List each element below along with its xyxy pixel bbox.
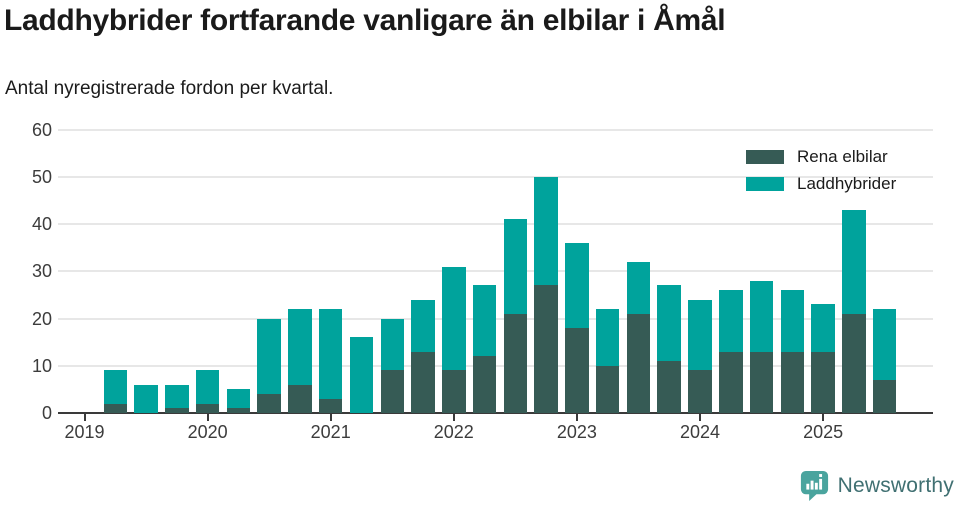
x-tick-mark [206, 414, 209, 421]
bar-segment-rena-elbilar [103, 403, 128, 413]
brand-footer: Newsworthy [798, 469, 954, 502]
bar-segment-rena-elbilar [503, 313, 528, 413]
gridline-y-30 [58, 270, 933, 273]
x-axis-line [58, 412, 933, 414]
bar-segment-laddhybrider [134, 384, 158, 413]
x-tick-label: 2022 [433, 422, 474, 442]
gridline-y-50 [58, 175, 933, 178]
legend-swatch-rena-elbilar [746, 149, 784, 164]
bar-segment-laddhybrider [719, 290, 743, 352]
bar-segment-rena-elbilar [719, 351, 743, 413]
bar-segment-laddhybrider [103, 370, 128, 404]
bar-segment-laddhybrider [442, 266, 466, 371]
x-tick-label: 2023 [556, 422, 597, 442]
brand-name: Newsworthy [837, 473, 954, 497]
x-tick-mark [329, 414, 332, 421]
bar-segment-rena-elbilar [195, 403, 220, 413]
newsworthy-logo-icon [800, 470, 828, 502]
bar-segment-laddhybrider [472, 285, 497, 357]
bar-segment-laddhybrider [503, 219, 528, 314]
x-tick-label: 2025 [803, 422, 844, 442]
chart-title: Laddhybrider fortfarande vanligare än el… [4, 4, 726, 37]
bar-segment-laddhybrider [688, 299, 712, 371]
x-tick-mark [83, 414, 86, 421]
bar-segment-laddhybrider [257, 318, 281, 395]
bar-segment-rena-elbilar [472, 356, 497, 413]
bar-segment-rena-elbilar [257, 394, 281, 413]
legend-label-rena-elbilar: Rena elbilar [797, 146, 888, 166]
gridline-y-40 [58, 223, 933, 225]
legend-item-rena-elbilar: Rena elbilar [746, 146, 896, 167]
bar-segment-rena-elbilar [811, 351, 835, 413]
bar-segment-rena-elbilar [780, 351, 805, 413]
gridline-y-60 [58, 128, 933, 131]
bar-segment-rena-elbilar [595, 365, 620, 413]
x-tick-label: 2020 [187, 422, 228, 442]
bar-segment-laddhybrider [626, 261, 651, 314]
bar-segment-laddhybrider [749, 280, 774, 352]
legend-item-laddhybrider: Laddhybrider [746, 173, 896, 194]
x-tick-mark [822, 414, 825, 421]
y-tick-label: 40 [31, 214, 52, 234]
bar-segment-laddhybrider [226, 389, 251, 409]
bar-segment-laddhybrider [195, 370, 220, 404]
bar-segment-rena-elbilar [842, 313, 866, 413]
bar-segment-rena-elbilar [872, 379, 897, 413]
x-tick-mark [699, 414, 701, 421]
y-tick-label: 0 [41, 403, 52, 423]
bar-segment-laddhybrider [595, 309, 620, 366]
bar-segment-rena-elbilar [657, 361, 681, 413]
bar-segment-rena-elbilar [318, 398, 343, 413]
x-tick-label: 2019 [64, 422, 105, 442]
y-tick-label: 60 [31, 119, 52, 140]
bar-segment-laddhybrider [657, 285, 681, 362]
legend-label-laddhybrider: Laddhybrider [797, 173, 897, 193]
y-tick-label: 20 [31, 308, 52, 329]
bar-segment-laddhybrider [534, 176, 558, 286]
bar-segment-rena-elbilar [565, 327, 589, 413]
bar-segment-laddhybrider [780, 290, 805, 352]
bar-segment-laddhybrider [380, 318, 404, 371]
x-tick-mark [452, 414, 455, 421]
bar-segment-laddhybrider [872, 309, 897, 380]
x-tick-label: 2024 [679, 422, 721, 442]
bar-segment-rena-elbilar [749, 351, 774, 413]
bar-segment-rena-elbilar [534, 285, 558, 413]
bar-segment-laddhybrider [842, 209, 866, 314]
bar-segment-rena-elbilar [226, 408, 251, 413]
chart-subtitle: Antal nyregistrerade fordon per kvartal. [5, 78, 334, 99]
bar-segment-rena-elbilar [688, 370, 712, 413]
x-tick-label: 2021 [310, 422, 351, 442]
bar-segment-laddhybrider [411, 299, 435, 352]
bar-segment-rena-elbilar [288, 384, 312, 413]
bar-segment-rena-elbilar [380, 370, 404, 413]
bar-segment-laddhybrider [811, 304, 835, 352]
bar-segment-rena-elbilar [626, 313, 651, 413]
bar-segment-rena-elbilar [411, 351, 435, 413]
bar-segment-rena-elbilar [165, 408, 189, 413]
y-tick-label: 50 [31, 166, 52, 187]
y-tick-label: 30 [31, 261, 52, 282]
bar-segment-laddhybrider [288, 309, 312, 385]
y-tick-label: 10 [31, 355, 52, 376]
bar-segment-laddhybrider [165, 384, 189, 409]
bar-segment-laddhybrider [318, 309, 343, 399]
bar-segment-rena-elbilar [442, 370, 466, 413]
bar-segment-laddhybrider [349, 337, 374, 413]
legend: Rena elbilar Laddhybrider [746, 146, 896, 200]
bar-segment-laddhybrider [565, 242, 589, 328]
legend-swatch-laddhybrider [746, 176, 784, 191]
x-tick-mark [575, 414, 578, 421]
